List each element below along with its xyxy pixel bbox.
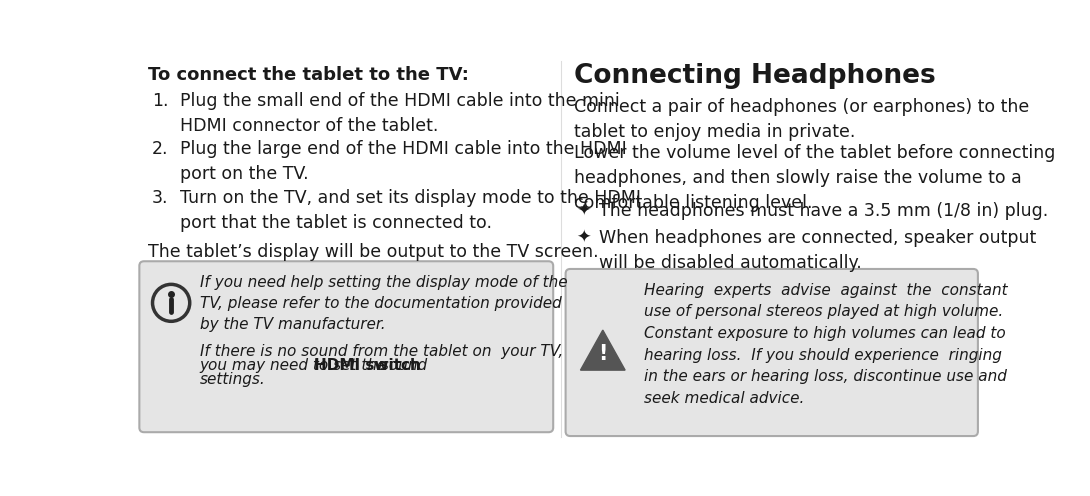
Text: you may need to set the: you may need to set the bbox=[199, 358, 392, 373]
FancyBboxPatch shape bbox=[140, 261, 554, 432]
Text: Turn on the TV, and set its display mode to the HDMI
port that the tablet is con: Turn on the TV, and set its display mode… bbox=[181, 189, 641, 232]
Text: Plug the large end of the HDMI cable into the HDMI
port on the TV.: Plug the large end of the HDMI cable int… bbox=[181, 140, 627, 184]
Text: Connecting Headphones: Connecting Headphones bbox=[574, 62, 936, 89]
Text: If you need help setting the display mode of the
TV, please refer to the documen: If you need help setting the display mod… bbox=[199, 275, 568, 332]
Circle shape bbox=[153, 284, 190, 321]
Text: !: ! bbox=[598, 344, 607, 364]
Text: To connect the tablet to the TV:: To connect the tablet to the TV: bbox=[148, 65, 469, 84]
Text: The tablet’s display will be output to the TV screen.: The tablet’s display will be output to t… bbox=[148, 243, 598, 261]
Text: If there is no sound from the tablet on  your TV,: If there is no sound from the tablet on … bbox=[199, 344, 564, 360]
Polygon shape bbox=[581, 330, 626, 370]
FancyBboxPatch shape bbox=[566, 269, 978, 436]
Text: sound: sound bbox=[376, 358, 427, 373]
Text: Connect a pair of headphones (or earphones) to the
tablet to enjoy media in priv: Connect a pair of headphones (or earphon… bbox=[574, 98, 1029, 141]
Text: The headphones must have a 3.5 mm (1/8 in) plug.: The headphones must have a 3.5 mm (1/8 i… bbox=[598, 202, 1049, 220]
Text: Lower the volume level of the tablet before connecting
headphones, and then slow: Lower the volume level of the tablet bef… bbox=[574, 144, 1055, 212]
Text: ✦: ✦ bbox=[577, 229, 591, 247]
Text: settings.: settings. bbox=[199, 372, 266, 387]
Text: Plug the small end of the HDMI cable into the mini
HDMI connector of the tablet.: Plug the small end of the HDMI cable int… bbox=[181, 92, 620, 135]
Text: ✦: ✦ bbox=[577, 202, 591, 220]
Text: 2.: 2. bbox=[152, 140, 168, 158]
Text: 1.: 1. bbox=[152, 92, 168, 110]
Text: When headphones are connected, speaker output
will be disabled automatically.: When headphones are connected, speaker o… bbox=[598, 229, 1037, 272]
Text: HDMI switch: HDMI switch bbox=[315, 358, 422, 373]
Text: 3.: 3. bbox=[152, 189, 168, 207]
Text: Hearing  experts  advise  against  the  constant
use of personal stereos played : Hearing experts advise against the const… bbox=[644, 283, 1007, 406]
